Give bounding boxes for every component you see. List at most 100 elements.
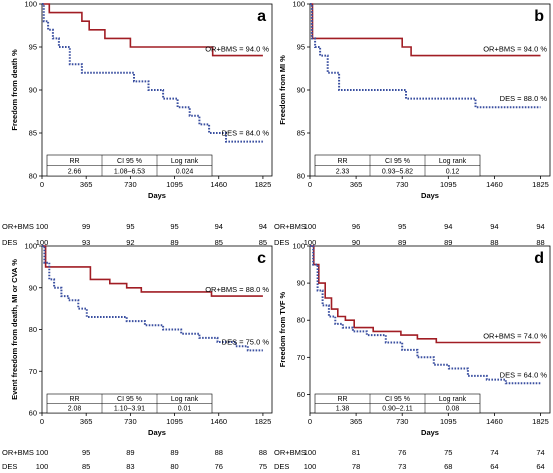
risk-value: 95 [170, 222, 178, 231]
panel-letter: c [257, 250, 266, 267]
y-tick-label: 90 [29, 86, 37, 95]
plot-frame [41, 245, 273, 414]
risk-value: 100 [36, 448, 49, 457]
stats-header: CI 95 % [385, 396, 410, 403]
risk-value: 100 [36, 462, 49, 471]
risk-value: 94 [215, 222, 223, 231]
risk-value: 85 [82, 462, 90, 471]
x-tick-label: 1825 [532, 417, 549, 426]
risk-table: OR+BMS 100 99 95 95 94 94 DES 100 93 92 89 85 85 [2, 222, 267, 247]
y-tick-label: 80 [29, 325, 37, 334]
risk-row-label: OR+BMS [274, 448, 306, 457]
series-line-des [310, 3, 541, 109]
x-tick-label: 1825 [255, 180, 272, 189]
stats-table: RR CI 95 % Log rank 2.33 0.93–5.82 0.12 [314, 154, 481, 177]
stats-header: Log rank [171, 158, 199, 165]
y-tick-label: 80 [297, 172, 305, 181]
x-tick-label: 1460 [486, 180, 503, 189]
risk-table: OR+BMS 100 95 89 89 88 88 DES 100 85 83 80 76 75 [2, 448, 267, 471]
panel-letter: b [534, 8, 544, 25]
y-tick-label: 95 [297, 43, 305, 52]
risk-value: 81 [352, 448, 360, 457]
x-tick-label: 365 [80, 417, 93, 426]
stats-value: 0.01 [178, 406, 192, 413]
stats-value: 2.33 [336, 169, 350, 176]
risk-value: 76 [215, 462, 223, 471]
risk-value: 94 [259, 222, 267, 231]
x-axis-label: Days [148, 191, 166, 200]
stats-table: RR CI 95 % Log rank 2.66 1.08–6.53 0.024 [46, 154, 213, 177]
y-tick-label: 100 [24, 0, 37, 9]
risk-value: 88 [490, 238, 498, 247]
risk-value: 78 [352, 462, 360, 471]
x-axis-label: Days [421, 191, 439, 200]
stats-value: 2.08 [68, 406, 82, 413]
x-tick-label: 1095 [166, 417, 183, 426]
chart-panel-d: 60 70 80 90 100 0 365 730 1095 1460 1825 Days Freedo… [274, 242, 551, 471]
x-tick-label: 1460 [210, 417, 227, 426]
risk-value: 96 [352, 222, 360, 231]
risk-value: 89 [444, 238, 452, 247]
risk-row-label: OR+BMS [2, 448, 34, 457]
y-axis-label: Freedom from death % [10, 49, 19, 131]
risk-value: 89 [170, 448, 178, 457]
y-tick-label: 90 [297, 279, 305, 288]
stats-value: 0.93–5.82 [382, 169, 413, 176]
series-end-label: OR+BMS = 74.0 % [483, 331, 547, 340]
y-tick-label: 90 [29, 283, 37, 292]
x-axis-label: Days [148, 428, 166, 437]
series-end-label: DES = 64.0 % [500, 370, 548, 379]
risk-value: 89 [398, 238, 406, 247]
stats-table: RR CI 95 % Log rank 2.08 1.10–3.91 0.01 [46, 393, 213, 414]
x-tick-label: 0 [40, 180, 44, 189]
risk-value: 100 [36, 238, 49, 247]
panel-letter: a [257, 8, 266, 25]
risk-value: 88 [259, 448, 267, 457]
x-tick-label: 1460 [210, 180, 227, 189]
stats-value: 0.024 [176, 169, 194, 176]
risk-value: 80 [170, 462, 178, 471]
risk-value: 92 [126, 238, 134, 247]
risk-value: 100 [36, 222, 49, 231]
stats-value: 1.10–3.91 [114, 406, 145, 413]
stats-header: Log rank [171, 396, 199, 403]
plot-frame [309, 245, 551, 414]
x-tick-label: 730 [396, 417, 409, 426]
risk-value: 74 [536, 448, 544, 457]
x-tick-label: 730 [396, 180, 409, 189]
x-tick-label: 365 [350, 417, 363, 426]
x-tick-label: 1825 [532, 180, 549, 189]
risk-value: 94 [490, 222, 498, 231]
series-line-or-bms [310, 245, 541, 344]
stats-header: RR [337, 158, 347, 165]
stats-value: 1.38 [336, 406, 350, 413]
stats-value: 1.08–6.53 [114, 169, 145, 176]
stats-header: RR [69, 396, 79, 403]
risk-value: 73 [398, 462, 406, 471]
risk-value: 95 [82, 448, 90, 457]
risk-value: 85 [259, 238, 267, 247]
risk-value: 88 [215, 448, 223, 457]
series-line-des [42, 245, 263, 352]
series-line-des [42, 3, 263, 143]
y-tick-label: 70 [29, 367, 37, 376]
y-tick-label: 100 [292, 242, 305, 251]
x-tick-label: 0 [308, 417, 312, 426]
stats-header: Log rank [439, 158, 467, 165]
y-tick-label: 60 [297, 390, 305, 399]
y-axis-label: Freedom from TVF % [278, 291, 287, 367]
series-line-or-bms [42, 3, 263, 57]
risk-row-label: DES [2, 462, 17, 471]
y-axis-label: Freedom from MI % [278, 55, 287, 125]
risk-value: 95 [398, 222, 406, 231]
risk-row-label: OR+BMS [2, 222, 34, 231]
y-tick-label: 80 [297, 316, 305, 325]
risk-value: 64 [536, 462, 544, 471]
series-end-label: DES = 84.0 % [222, 129, 270, 138]
series-end-label: OR+BMS = 88.0 % [205, 285, 269, 294]
series-line-des [310, 245, 541, 385]
risk-value: 88 [536, 238, 544, 247]
